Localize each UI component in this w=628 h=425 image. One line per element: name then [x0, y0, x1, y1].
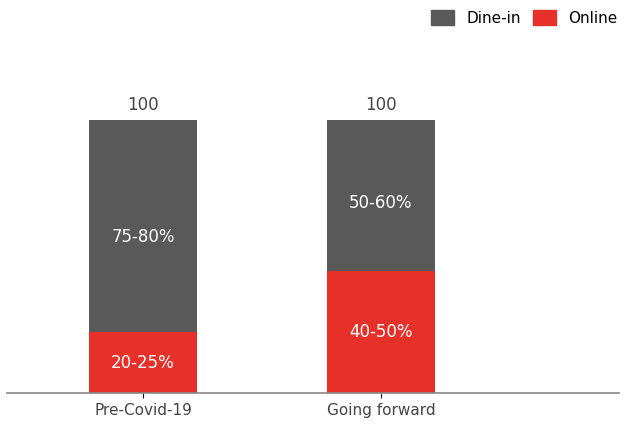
Bar — [327, 120, 435, 271]
Text: 100: 100 — [365, 96, 397, 113]
Text: 20-25%: 20-25% — [111, 354, 175, 371]
Text: 50-60%: 50-60% — [349, 194, 413, 212]
Text: 100: 100 — [127, 96, 159, 113]
Legend: Dine-in, Online: Dine-in, Online — [425, 4, 624, 32]
Text: 40-50%: 40-50% — [349, 323, 413, 341]
Bar — [89, 332, 197, 393]
Bar — [327, 271, 435, 393]
Bar — [89, 120, 197, 332]
Text: 75-80%: 75-80% — [111, 228, 175, 246]
